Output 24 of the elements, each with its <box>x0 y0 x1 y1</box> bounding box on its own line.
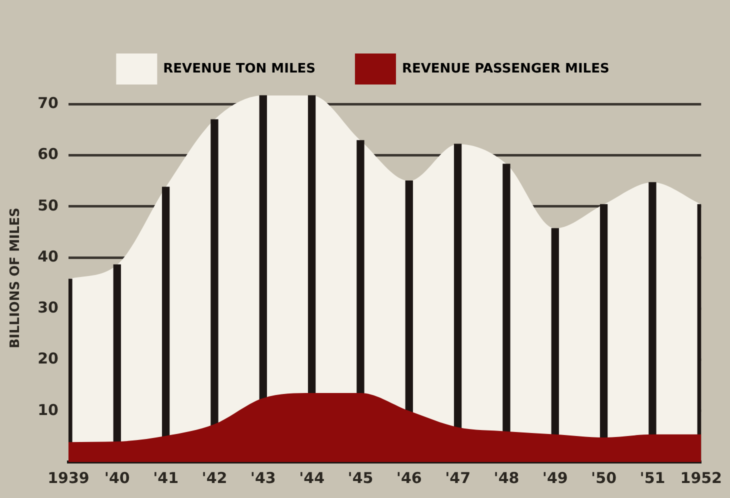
x-tick-label: '47 <box>445 468 471 487</box>
x-tick-label: '43 <box>250 468 276 487</box>
y-tick-label: 10 <box>38 400 58 419</box>
y-tick-label: 60 <box>38 145 58 164</box>
y-tick-label: 50 <box>38 196 58 214</box>
x-tick-label: '51 <box>640 468 666 487</box>
x-tick-label: '50 <box>591 468 617 487</box>
x-tick-label: '46 <box>396 468 422 487</box>
x-tick-label: 1939 <box>48 468 90 487</box>
x-tick-label: '42 <box>202 468 228 487</box>
y-tick-label: 20 <box>38 350 58 368</box>
x-tick-label: '44 <box>299 468 325 487</box>
x-tick-label: '40 <box>104 468 130 487</box>
y-tick-label: 40 <box>38 247 58 266</box>
legend-label: REVENUE PASSENGER MILES <box>402 61 610 76</box>
x-tick-label: '45 <box>348 468 374 487</box>
x-tick-label: '49 <box>542 468 568 487</box>
x-tick-label: '41 <box>153 468 179 487</box>
y-tick-label: 30 <box>38 298 58 317</box>
y-tick-label: 70 <box>38 94 58 112</box>
legend-label: REVENUE TON MILES <box>163 61 316 76</box>
x-tick-label: 1952 <box>680 468 722 487</box>
x-tick-label: '48 <box>494 468 520 487</box>
y-axis-title: BILLIONS OF MILES <box>8 208 24 348</box>
